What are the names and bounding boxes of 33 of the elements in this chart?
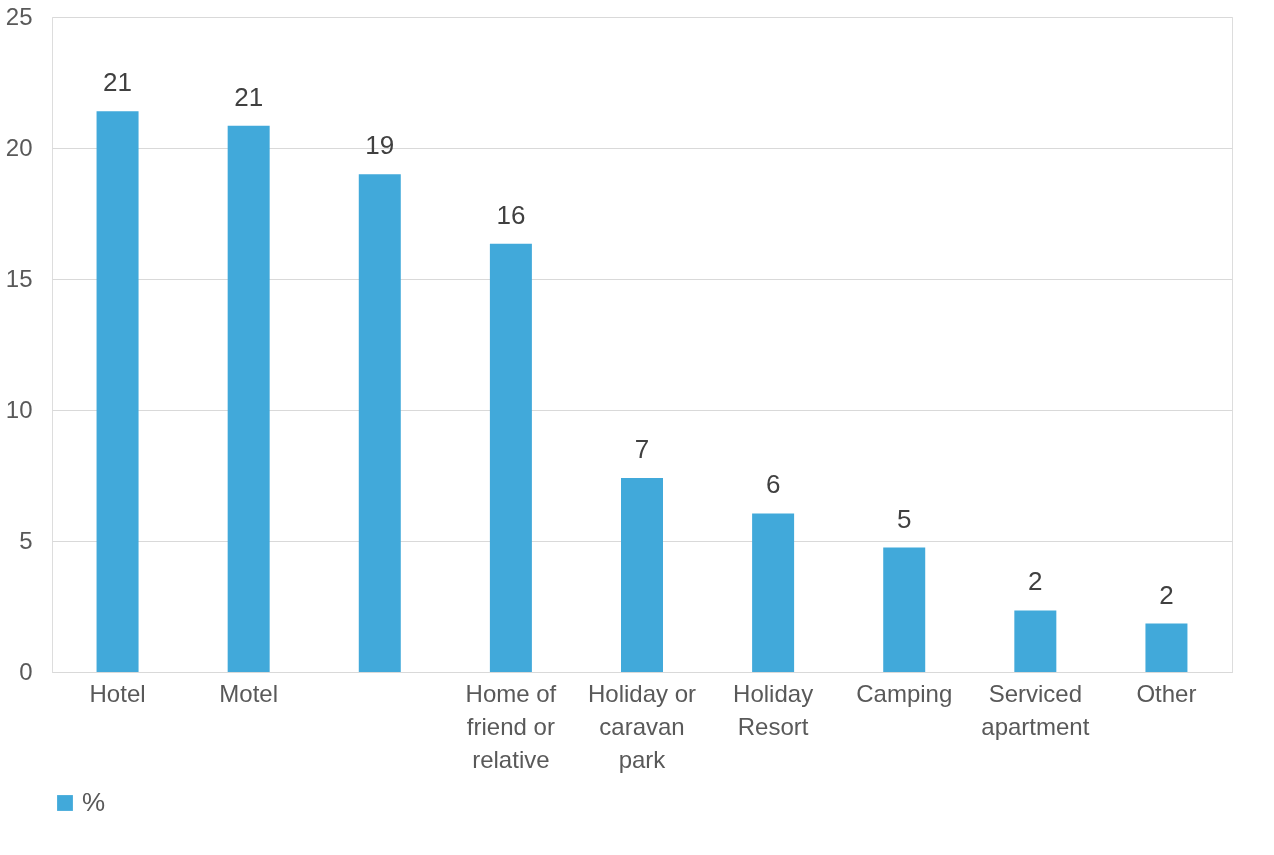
data-label: 5: [896, 503, 912, 534]
bar: [489, 243, 532, 672]
data-label: 2: [1028, 566, 1043, 597]
x-tick-label: Holiday Resort: [733, 679, 814, 740]
bar: [227, 125, 270, 672]
data-label: 2: [1159, 579, 1174, 610]
legend-label: %: [82, 787, 106, 817]
bar: [1145, 623, 1188, 672]
y-tick-label: 25: [5, 2, 33, 30]
x-tick-label: Home of friend or relative: [465, 679, 557, 773]
y-tick-label: 20: [5, 133, 33, 161]
bar: [358, 174, 401, 672]
y-tick-label: 5: [19, 526, 33, 554]
data-label: 21: [103, 67, 133, 98]
x-tick-label: Other: [1136, 679, 1197, 707]
x-tick-label: Motel: [219, 679, 279, 707]
bar: [883, 547, 926, 672]
data-label: 21: [234, 81, 264, 112]
x-tick-label: Hotel: [89, 679, 146, 707]
bar: [96, 111, 139, 672]
data-label: 6: [765, 469, 781, 500]
data-label: 16: [496, 199, 526, 230]
x-tick-label: Camping: [856, 679, 953, 707]
y-tick-label: 0: [19, 657, 33, 685]
data-label: 7: [634, 434, 650, 465]
x-tick-label: Serviced apartment: [981, 679, 1090, 740]
bar: [621, 478, 663, 672]
y-tick-label: 10: [5, 395, 33, 423]
bar: [1014, 610, 1057, 672]
y-tick-label: 15: [5, 264, 33, 292]
x-tick-label: Holiday or caravan park: [587, 679, 697, 773]
bar: [752, 513, 795, 672]
data-label: 19: [365, 130, 395, 161]
